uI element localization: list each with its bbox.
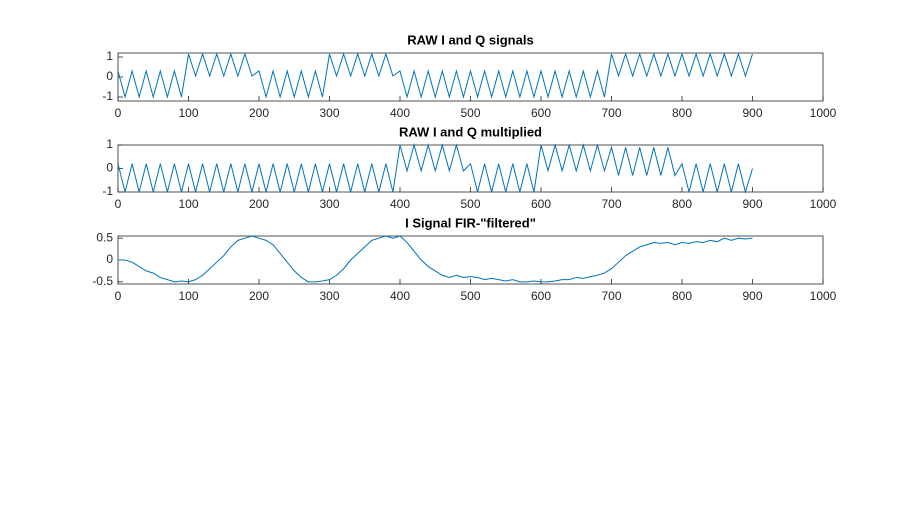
x-tick-label: 800	[672, 106, 692, 120]
axes-box	[117, 52, 824, 102]
x-tick-label: 300	[319, 197, 339, 211]
x-tick-label: 300	[319, 289, 339, 303]
x-tick-label: 300	[319, 106, 339, 120]
y-tick-label: -1	[102, 184, 113, 198]
x-tick-label: 200	[249, 106, 269, 120]
y-tick-label: 0	[106, 161, 113, 175]
axes-box	[117, 144, 824, 193]
x-tick-label: 1000	[810, 197, 837, 211]
x-tick-label: 0	[115, 197, 122, 211]
signal-line	[118, 235, 753, 283]
x-tick-label: 400	[390, 197, 410, 211]
x-tick-label: 500	[460, 197, 480, 211]
x-tick-label: 0	[115, 106, 122, 120]
x-tick-label: 500	[460, 289, 480, 303]
x-tick-label: 1000	[810, 289, 837, 303]
x-tick-label: 900	[742, 106, 762, 120]
x-tick-label: 0	[115, 289, 122, 303]
axes-title: I Signal FIR-"filtered"	[405, 215, 536, 230]
x-tick-label: 100	[178, 197, 198, 211]
x-tick-label: 400	[390, 289, 410, 303]
signal-line	[117, 143, 753, 194]
x-tick-label: 900	[742, 289, 762, 303]
x-tick-label: 100	[178, 289, 198, 303]
axes-box	[117, 235, 824, 285]
x-tick-label: 400	[390, 106, 410, 120]
y-tick-label: 1	[106, 49, 113, 63]
y-tick-label: 1	[106, 137, 113, 151]
y-tick-label: 0	[106, 69, 113, 83]
x-tick-label: 700	[601, 106, 621, 120]
x-tick-label: 700	[601, 197, 621, 211]
x-tick-label: 800	[672, 289, 692, 303]
y-tick-label: 0	[106, 252, 113, 266]
x-tick-label: 900	[742, 197, 762, 211]
y-tick-label: -0.5	[92, 274, 113, 288]
signal-line	[117, 52, 753, 99]
x-tick-label: 200	[249, 289, 269, 303]
y-tick-label: -1	[102, 89, 113, 103]
axes-title: RAW I and Q signals	[407, 32, 533, 47]
x-tick-label: 500	[460, 106, 480, 120]
x-tick-label: 1000	[810, 106, 837, 120]
axes-title: RAW I and Q multiplied	[399, 124, 542, 139]
x-tick-label: 700	[601, 289, 621, 303]
x-tick-label: 800	[672, 197, 692, 211]
x-tick-label: 600	[531, 106, 551, 120]
x-tick-label: 600	[531, 289, 551, 303]
x-tick-label: 100	[178, 106, 198, 120]
x-tick-label: 200	[249, 197, 269, 211]
y-tick-label: 0.5	[96, 230, 113, 244]
x-tick-label: 600	[531, 197, 551, 211]
